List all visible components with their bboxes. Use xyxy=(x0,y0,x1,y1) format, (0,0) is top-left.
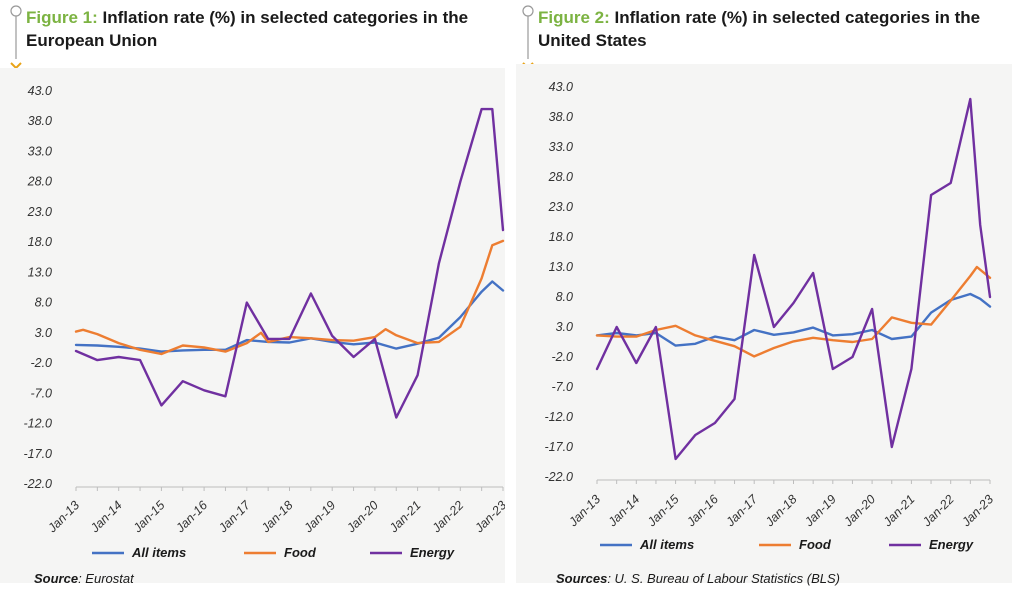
chart-area-eu: 43.0 38.0 33.0 28.0 23.0 18.0 13.0 8.0 3.0 -2.0 -7… xyxy=(0,68,505,583)
series-line-food xyxy=(595,265,992,358)
figure-2-title: Figure 2: Inflation rate (%) in selected… xyxy=(538,6,1008,52)
x-tick-label: Jan-19 xyxy=(301,498,339,536)
x-tick-label: Jan-20 xyxy=(343,498,381,536)
y-tick-label: 38.0 xyxy=(28,114,52,128)
figure-2-title-text: Inflation rate (%) in selected categorie… xyxy=(538,8,981,50)
y-tick-label: 3.0 xyxy=(556,320,573,334)
figure-1-title: Figure 1: Inflation rate (%) in selected… xyxy=(26,6,496,52)
source-note-eu: Source: Eurostat xyxy=(34,571,134,586)
y-tick-label: 43.0 xyxy=(549,80,573,94)
figure-1-label: Figure 1: xyxy=(26,8,98,27)
x-tick-label: Jan-20 xyxy=(841,492,879,530)
x-tick-label: Jan-14 xyxy=(605,492,643,530)
series-line-all-items xyxy=(74,280,505,353)
legend-label: Food xyxy=(799,537,832,552)
y-tick-label: 13.0 xyxy=(28,265,52,279)
series-line-energy xyxy=(74,107,505,419)
legend-label: Energy xyxy=(929,537,974,552)
figure-2-label: Figure 2: xyxy=(538,8,610,27)
chart-us: 43.0 38.0 33.0 28.0 23.0 18.0 13.0 8.0 3.0 -2.0 -7… xyxy=(545,80,997,552)
chart-area-us: 43.0 38.0 33.0 28.0 23.0 18.0 13.0 8.0 3.0 -2.0 -7… xyxy=(516,64,1012,583)
y-tick-label: 33.0 xyxy=(549,140,573,154)
figure-1-title-text: Inflation rate (%) in selected categorie… xyxy=(26,8,469,50)
x-tick-label: Jan-13 xyxy=(565,492,603,530)
legend-label: Food xyxy=(284,545,317,560)
y-tick-label: 33.0 xyxy=(28,144,52,158)
x-tick-label: Jan-15 xyxy=(130,498,168,536)
x-tick-label: Jan-16 xyxy=(683,492,721,530)
x-tick-label: Jan-15 xyxy=(644,492,682,530)
source-label-eu: Source xyxy=(34,571,79,586)
x-tick-label: Jan-22 xyxy=(429,498,467,536)
legend-label: All items xyxy=(639,537,694,552)
y-tick-label: 8.0 xyxy=(556,290,573,304)
x-tick-label: Jan-13 xyxy=(44,498,82,536)
y-tick-label: 3.0 xyxy=(35,326,52,340)
x-tick-label: Jan-14 xyxy=(87,498,125,536)
x-tick-label: Jan-23 xyxy=(471,498,505,536)
y-tick-label: -7.0 xyxy=(551,380,573,394)
y-tick-label: 23.0 xyxy=(548,200,573,214)
x-tick-label: Jan-21 xyxy=(880,492,918,530)
x-tick-label: Jan-18 xyxy=(258,498,296,536)
y-tick-label: -17.0 xyxy=(545,440,574,454)
legend-label: All items xyxy=(131,545,186,560)
y-tick-label: 8.0 xyxy=(35,296,52,310)
y-tick-label: 38.0 xyxy=(549,110,573,124)
y-tick-label: 13.0 xyxy=(549,260,573,274)
y-tick-label: 28.0 xyxy=(548,170,573,184)
y-tick-label: 23.0 xyxy=(27,205,52,219)
figure-1-panel: Figure 1: Inflation rate (%) in selected… xyxy=(0,0,505,606)
y-tick-label: -2.0 xyxy=(30,356,52,370)
y-tick-label: -22.0 xyxy=(545,470,574,484)
y-tick-label: -12.0 xyxy=(24,417,53,431)
x-tick-label: Jan-19 xyxy=(801,492,839,530)
legend-label: Energy xyxy=(410,545,455,560)
y-tick-label: -7.0 xyxy=(30,386,52,400)
y-tick-label: -2.0 xyxy=(551,350,573,364)
x-tick-label: Jan-18 xyxy=(762,492,800,530)
y-tick-label: 43.0 xyxy=(28,84,52,98)
x-tick-label: Jan-21 xyxy=(386,498,424,536)
x-tick-label: Jan-23 xyxy=(958,492,996,530)
x-tick-label: Jan-17 xyxy=(215,497,253,535)
source-note-us: Sources: U. S. Bureau of Labour Statisti… xyxy=(556,571,840,586)
x-tick-label: Jan-17 xyxy=(723,491,761,529)
y-tick-label: -22.0 xyxy=(24,477,53,491)
figure-2-panel: Figure 2: Inflation rate (%) in selected… xyxy=(512,0,1012,606)
y-tick-label: 18.0 xyxy=(28,235,52,249)
y-tick-label: 18.0 xyxy=(549,230,573,244)
x-tick-label: Jan-16 xyxy=(173,498,211,536)
chart-eu: 43.0 38.0 33.0 28.0 23.0 18.0 13.0 8.0 3.0 -2.0 -7… xyxy=(24,84,506,560)
x-tick-label: Jan-22 xyxy=(919,492,957,530)
source-text-eu: : Eurostat xyxy=(78,571,134,586)
y-tick-label: -17.0 xyxy=(24,447,53,461)
source-text-us: : U. S. Bureau of Labour Statistics (BLS… xyxy=(607,571,840,586)
y-tick-label: -12.0 xyxy=(545,410,574,424)
series-line-energy xyxy=(595,97,992,461)
y-tick-label: 28.0 xyxy=(27,175,52,189)
series-line-all-items xyxy=(595,292,992,347)
source-label-us: Sources xyxy=(556,571,608,586)
